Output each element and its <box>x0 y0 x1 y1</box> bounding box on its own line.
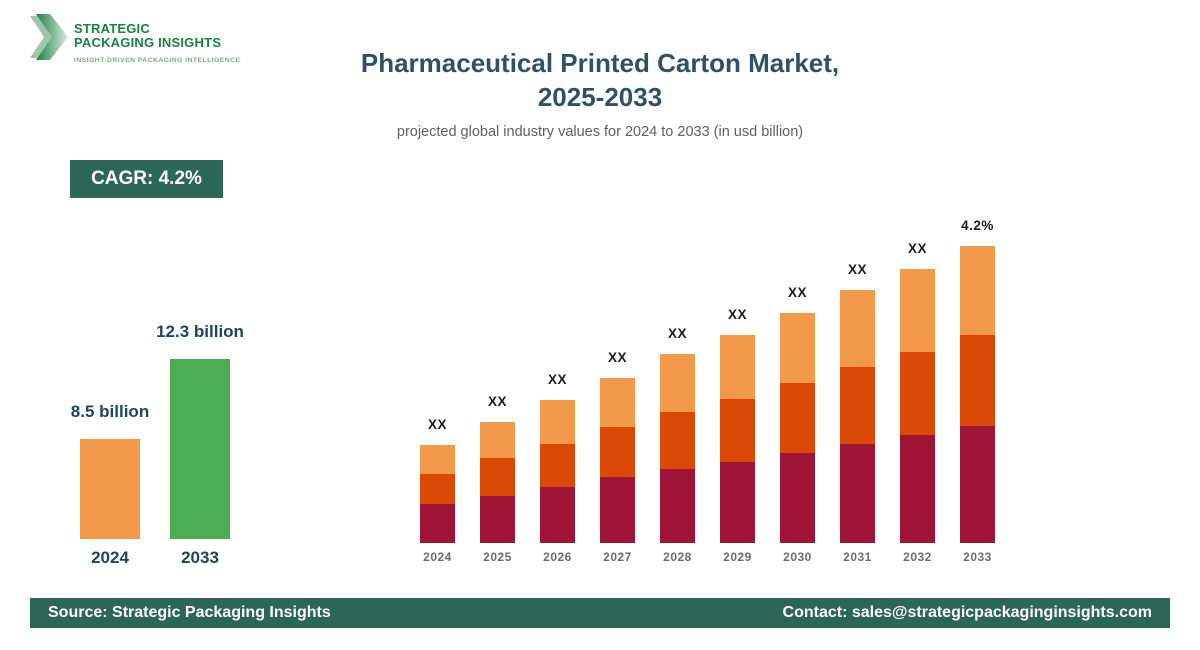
bar-segment-middle <box>540 444 575 487</box>
stacked-bar-column: XX 2030 <box>780 285 815 564</box>
mini-bar-year-label: 2024 <box>91 548 129 567</box>
mini-bar-year-label: 2033 <box>181 548 219 567</box>
bar-segment-bottom <box>660 469 695 543</box>
bar-segment-top <box>600 378 635 427</box>
bar-segment-middle <box>840 367 875 444</box>
page-subtitle: projected global industry values for 202… <box>396 124 804 140</box>
bar-segment-top <box>900 269 935 352</box>
mini-bar-2033 <box>170 359 230 539</box>
bar-value-label: XX <box>427 417 447 432</box>
bar-year-label: 2025 <box>483 550 512 564</box>
bar-value-label: XX <box>667 326 687 341</box>
bar-value-label: XX <box>547 372 567 387</box>
bar-segment-middle <box>780 383 815 453</box>
cagr-badge: CAGR: 4.2% <box>70 160 223 198</box>
bar-segment-bottom <box>600 477 635 543</box>
bar-segment-bottom <box>960 426 995 543</box>
bar-year-label: 2029 <box>723 550 752 564</box>
stacked-bar-column: XX 2031 <box>840 262 875 564</box>
mini-comparison-chart: 8.5 billion 2024 12.3 billion 2033 <box>58 308 258 568</box>
bar-segment-middle <box>720 399 755 462</box>
mini-bar-group-2033: 12.3 billion 2033 <box>156 322 244 568</box>
bar-segment-bottom <box>840 444 875 543</box>
page-title-line2: 2025-2033 <box>537 82 663 112</box>
bar-segment-bottom <box>540 487 575 543</box>
stacked-bar-column: XX 2028 <box>660 326 695 564</box>
mini-bar-2024 <box>80 439 140 539</box>
stacked-bar-column: 4.2% 2033 <box>960 218 995 564</box>
footer-contact-text: Contact: sales@strategicpackaginginsight… <box>782 604 1152 621</box>
bar-year-label: 2031 <box>843 550 872 564</box>
stacked-bar-column: XX 2027 <box>600 350 635 564</box>
mini-bar-group-2024: 8.5 billion 2024 <box>71 402 149 568</box>
brand-name-line1: STRATEGIC <box>74 21 150 36</box>
cagr-badge-label: CAGR: 4.2% <box>91 168 202 189</box>
bar-value-label: XX <box>847 262 867 277</box>
brand-logo: STRATEGIC PACKAGING INSIGHTS INSIGHT-DRI… <box>30 14 240 64</box>
bar-value-label: XX <box>727 307 747 322</box>
bar-segment-bottom <box>900 435 935 543</box>
bar-segment-middle <box>900 352 935 435</box>
stacked-bar-column: XX 2025 <box>480 394 515 564</box>
bar-segment-bottom <box>720 462 755 543</box>
bar-segment-top <box>660 354 695 412</box>
bar-segment-bottom <box>780 453 815 543</box>
stacked-bar-chart: XX 2024 XX 2025 XX 2026 XX 2027 <box>410 194 1005 564</box>
stacked-bar-column: XX 2032 <box>900 241 935 564</box>
bar-value-label: XX <box>787 285 807 300</box>
bar-value-label: XX <box>487 394 507 409</box>
bar-segment-top <box>720 335 755 399</box>
bar-segment-middle <box>420 474 455 504</box>
bar-year-label: 2027 <box>603 550 632 564</box>
bar-value-label: XX <box>607 350 627 365</box>
bar-year-label: 2032 <box>903 550 932 564</box>
bar-segment-bottom <box>480 496 515 543</box>
bar-segment-top <box>540 400 575 444</box>
bar-year-label: 2026 <box>543 550 572 564</box>
bar-segment-middle <box>960 335 995 426</box>
bar-year-label: 2028 <box>663 550 692 564</box>
stacked-bar-column: XX 2029 <box>720 307 755 564</box>
page-title-line1: Pharmaceutical Printed Carton Market, <box>360 48 840 78</box>
footer-source-text: Source: Strategic Packaging Insights <box>48 604 331 621</box>
brand-text: STRATEGIC PACKAGING INSIGHTS INSIGHT-DRI… <box>74 14 241 65</box>
stacked-bar-column: XX 2024 <box>420 417 455 564</box>
bar-year-label: 2030 <box>783 550 812 564</box>
chevron-logo-icon <box>30 14 68 60</box>
header: Pharmaceutical Printed Carton Market, 20… <box>0 46 1200 140</box>
bar-segment-bottom <box>420 504 455 543</box>
stacked-bar-column: XX 2026 <box>540 372 575 564</box>
bar-segment-top <box>840 290 875 367</box>
bar-segment-top <box>480 422 515 458</box>
bar-year-label: 2033 <box>963 550 992 564</box>
mini-bar-value-label: 12.3 billion <box>156 322 244 341</box>
brand-tagline: INSIGHT-DRIVEN PACKAGING INTELLIGENCE <box>74 57 241 64</box>
bar-segment-top <box>780 313 815 383</box>
mini-bar-value-label: 8.5 billion <box>70 402 150 421</box>
bar-segment-top <box>420 445 455 474</box>
brand-name-line2: PACKAGING INSIGHTS <box>74 35 222 50</box>
bar-value-label: 4.2% <box>961 218 994 233</box>
bar-segment-middle <box>480 458 515 496</box>
bar-value-label: XX <box>907 241 927 256</box>
bar-segment-middle <box>600 427 635 477</box>
bar-segment-middle <box>660 412 695 469</box>
bar-segment-top <box>960 246 995 335</box>
bar-year-label: 2024 <box>423 550 452 564</box>
footer-bar: Source: Strategic Packaging Insights Con… <box>30 598 1170 628</box>
